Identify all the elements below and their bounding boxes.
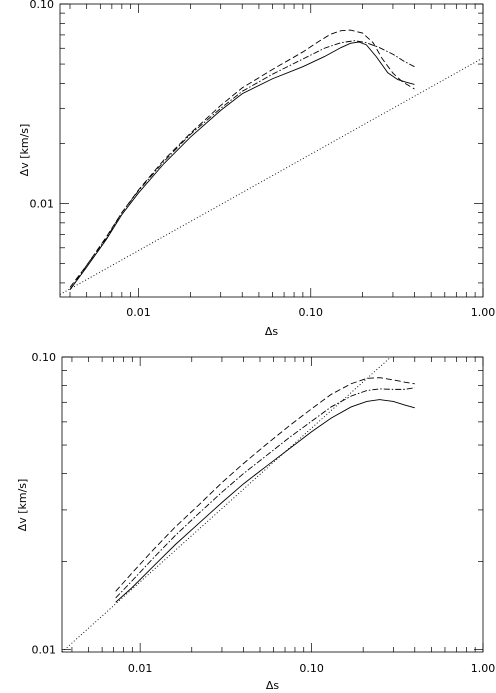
series-line-solid (115, 399, 415, 603)
series-line-solid (69, 41, 415, 290)
x-tick-label: 0.10 (299, 662, 324, 675)
x-tick-label: 0.01 (126, 306, 151, 319)
y-axis-title: Δv [km/s] (18, 124, 31, 177)
y-tick-label: 0.10 (32, 351, 57, 364)
series-line-dashed (69, 29, 415, 288)
plot-frame (59, 3, 484, 298)
y-tick-label: 0.01 (30, 198, 55, 211)
series-line-dash-dot (69, 40, 415, 290)
chart-panel-1: 0.01 0.10 1.00 0.01 0.10 Δs Δv [km/s] (18, 0, 495, 338)
series-line-dash-dot (115, 387, 415, 599)
x-tick-label: 1.00 (471, 662, 496, 675)
chart-panel-2: 0.01 0.10 1.00 0.01 0.10 Δs Δv [km/s] (16, 351, 495, 692)
x-tick-label: 0.10 (299, 306, 324, 319)
x-tick-label: 0.01 (128, 662, 153, 675)
y-tick-label: 0.10 (30, 0, 55, 11)
series-line-dashed (115, 377, 415, 592)
y-tick-label: 0.01 (32, 643, 57, 656)
x-axis-title: Δs (265, 325, 279, 338)
series-line-dotted (61, 356, 392, 653)
x-axis-title: Δs (266, 679, 280, 692)
y-axis-title: Δv [km/s] (16, 479, 29, 532)
x-tick-label: 1.00 (471, 306, 496, 319)
series-line-dotted (59, 57, 484, 295)
plot-frame (61, 356, 484, 653)
